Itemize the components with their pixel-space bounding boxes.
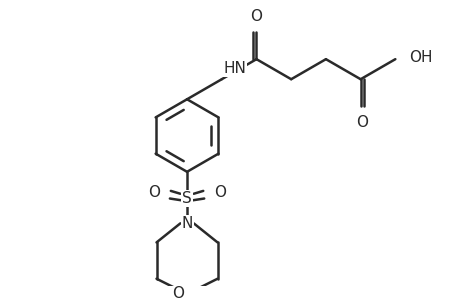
Text: OH: OH xyxy=(408,50,431,65)
Text: O: O xyxy=(214,185,226,200)
Text: O: O xyxy=(250,9,262,24)
Text: S: S xyxy=(182,191,191,206)
Text: O: O xyxy=(356,115,368,130)
Text: HN: HN xyxy=(223,61,246,76)
Text: O: O xyxy=(172,286,184,300)
Text: O: O xyxy=(147,185,159,200)
Text: N: N xyxy=(181,216,192,231)
